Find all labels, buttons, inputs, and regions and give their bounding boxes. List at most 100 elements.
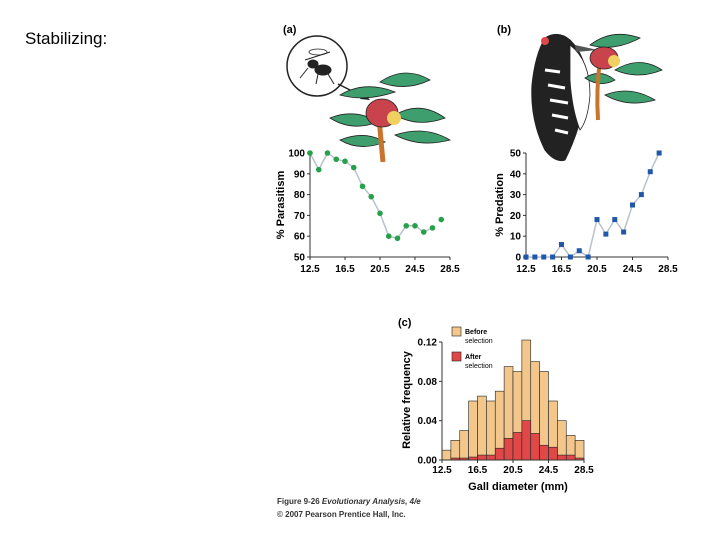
data-point xyxy=(585,254,591,260)
x-tick-label: 16.5 xyxy=(335,264,355,275)
legend-swatch-before xyxy=(451,326,462,337)
data-point xyxy=(429,225,436,231)
bar-before-selection xyxy=(450,440,461,461)
beak-icon xyxy=(575,45,598,52)
bar-before-selection xyxy=(557,420,567,461)
woodpecker-wing-pattern xyxy=(544,68,569,135)
bar-after-selection xyxy=(477,454,487,461)
leaf-icon xyxy=(393,130,452,144)
y-tick-label: 10 xyxy=(510,232,522,243)
data-point xyxy=(559,242,564,248)
x-tick-label: 24.5 xyxy=(539,465,559,476)
data-point xyxy=(315,166,322,173)
data-point xyxy=(656,150,662,156)
leaf-icon xyxy=(604,90,656,104)
data-point xyxy=(342,158,348,165)
bar-after-selection xyxy=(557,454,567,461)
leaf-icon xyxy=(379,72,431,87)
y-tick-label: 50 xyxy=(510,149,522,160)
y-tick-label: 90 xyxy=(294,169,306,180)
bar-before-selection xyxy=(574,440,585,461)
bar-after-selection xyxy=(548,446,558,461)
bar-after-selection xyxy=(539,444,549,461)
data-point xyxy=(438,216,445,223)
data-point xyxy=(594,217,600,223)
data-point xyxy=(412,223,418,229)
y-axis-label: % Predation xyxy=(494,173,506,237)
legend: Before selection After selection xyxy=(451,326,493,370)
panel-c-label: (c) xyxy=(398,317,412,329)
data-point xyxy=(621,229,627,235)
data-point xyxy=(385,233,392,239)
data-point xyxy=(567,254,573,260)
y-tick-label: 20 xyxy=(510,211,522,222)
y-tick-label: 0.08 xyxy=(418,377,438,388)
x-tick-label: 12.5 xyxy=(432,465,452,476)
data-point xyxy=(638,192,644,198)
data-point xyxy=(550,254,556,260)
legend-label-after-line2: selection xyxy=(465,363,493,370)
data-point xyxy=(359,183,366,190)
y-tick-label: 0.00 xyxy=(418,456,438,467)
leaf-icon xyxy=(614,62,663,76)
data-point xyxy=(612,217,618,223)
data-point xyxy=(368,193,375,200)
bar-after-selection xyxy=(512,432,523,461)
y-axis-label: % Parasitism xyxy=(275,171,287,240)
x-tick-label: 28.5 xyxy=(574,465,594,476)
bar-after-selection xyxy=(565,454,576,461)
x-axis-label: Gall diameter (mm) xyxy=(468,481,568,493)
x-tick-label: 28.5 xyxy=(658,264,678,275)
bar-after-selection xyxy=(521,420,532,461)
y-tick-label: 30 xyxy=(510,190,522,201)
bar-before-selection xyxy=(459,430,469,461)
data-point xyxy=(394,235,401,242)
data-point xyxy=(420,229,427,235)
y-tick-label: 60 xyxy=(294,232,306,243)
x-tick-label: 20.5 xyxy=(587,264,607,275)
copyright-caption: © 2007 Pearson Prentice Hall, Inc. xyxy=(277,510,406,519)
x-tick-label: 24.5 xyxy=(623,264,643,275)
figure-caption: Figure 9-26 Evolutionary Analysis, 4/e xyxy=(277,497,421,506)
x-tick-label: 12.5 xyxy=(300,264,320,275)
x-tick-label: 16.5 xyxy=(468,465,488,476)
data-point xyxy=(603,231,609,237)
y-tick-label: 50 xyxy=(294,253,306,264)
data-point xyxy=(403,223,410,229)
bar-after-selection xyxy=(486,454,496,461)
woodpecker-gall-illustration xyxy=(531,33,663,161)
data-point xyxy=(523,254,529,260)
legend-label-after-line1: After xyxy=(465,354,482,361)
legend-label-before-line2: selection xyxy=(465,338,493,345)
x-tick-label: 12.5 xyxy=(516,264,536,275)
bar-before-selection xyxy=(486,400,496,461)
bar-before-selection xyxy=(441,449,452,461)
caption-prefix: Figure 9-26 xyxy=(277,497,322,506)
bar-after-selection xyxy=(530,433,540,461)
gall-highlight-icon xyxy=(387,111,401,125)
bar-after-selection xyxy=(503,438,514,461)
x-tick-label: 20.5 xyxy=(503,465,523,476)
legend-label-before-line1: Before xyxy=(465,329,487,336)
data-point xyxy=(532,254,538,260)
data-point xyxy=(350,164,357,171)
leaf-icon xyxy=(394,107,446,123)
x-tick-label: 28.5 xyxy=(440,264,460,275)
slide-title: Stabilizing: xyxy=(25,29,108,48)
x-tick-label: 20.5 xyxy=(370,264,390,275)
woodpecker-breast xyxy=(569,44,591,131)
data-point xyxy=(307,150,313,156)
panel-b-label: (b) xyxy=(497,24,511,36)
y-tick-label: 70 xyxy=(294,211,306,222)
woodpecker-red-patch xyxy=(541,37,549,45)
caption-italic: Evolutionary Analysis, 4/e xyxy=(321,497,421,506)
data-point xyxy=(541,254,547,260)
data-point xyxy=(576,248,582,254)
y-tick-label: 0 xyxy=(515,253,521,264)
y-tick-label: 80 xyxy=(294,190,306,201)
data-point xyxy=(333,156,340,163)
x-tick-label: 16.5 xyxy=(552,264,572,275)
